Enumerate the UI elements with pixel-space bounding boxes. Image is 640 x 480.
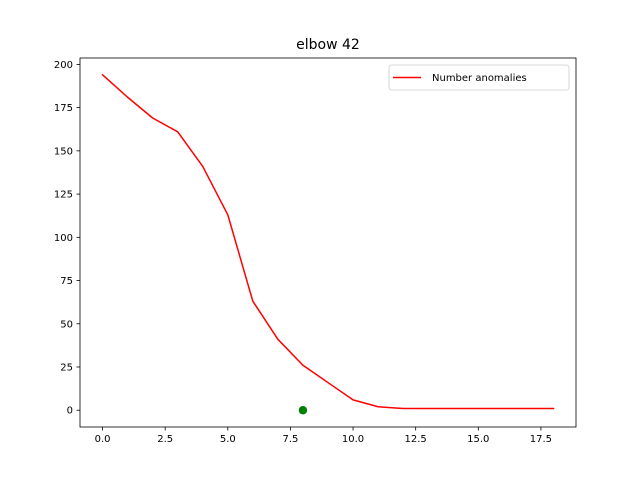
chart-title: elbow 42	[296, 37, 360, 53]
axes-frame	[79, 57, 577, 428]
y-tick-label: 150	[54, 146, 73, 157]
y-tick-label: 125	[54, 190, 73, 201]
x-tick-label: 10.0	[342, 434, 364, 445]
y-tick-label: 75	[60, 276, 73, 287]
plot-area: 0.0 2.5 5.0 7.5 10.0 12.5 15.0 17.5 0 25 50 75 100 12…	[54, 57, 577, 445]
series-line-0	[101, 73, 555, 410]
x-tick-label: 5.0	[220, 434, 236, 445]
legend: Number anomalies	[388, 64, 570, 91]
x-tick-label: 0.0	[95, 434, 111, 445]
y-tick-label: 50	[60, 319, 73, 330]
x-tick-label: 15.0	[467, 434, 489, 445]
elbow-point-marker	[298, 406, 308, 415]
x-tick-label: 12.5	[405, 434, 427, 445]
y-tick-label: 100	[54, 233, 73, 244]
legend-box	[388, 64, 570, 91]
y-tick-label: 25	[60, 362, 73, 373]
y-tick-label: 0	[67, 406, 73, 417]
legend-label: Number anomalies	[432, 73, 527, 84]
x-tick-label: 7.5	[282, 434, 298, 445]
y-tick-label: 200	[54, 60, 73, 71]
x-tick-label: 2.5	[157, 434, 173, 445]
x-tick-label: 17.5	[530, 434, 552, 445]
y-tick-label: 175	[54, 103, 73, 114]
